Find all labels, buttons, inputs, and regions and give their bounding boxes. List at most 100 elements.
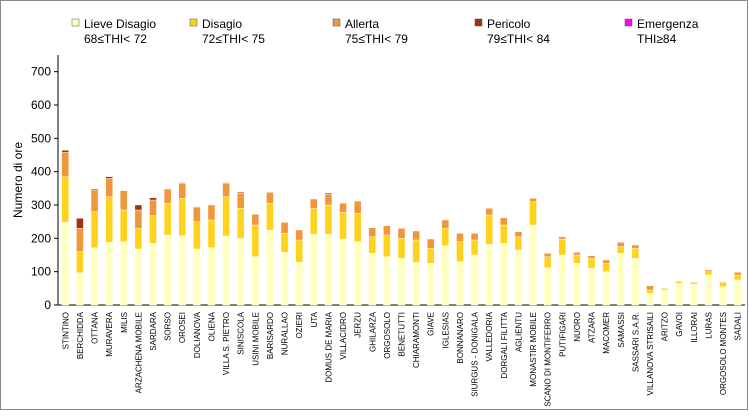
- bar-segment: [719, 281, 727, 283]
- bar-segment: [500, 243, 508, 306]
- y-axis-title: Numero di ore: [11, 142, 25, 218]
- bar-segment: [514, 236, 523, 251]
- bar-segment: [237, 208, 245, 239]
- bar-segment: [587, 268, 596, 306]
- bar-segment: [76, 228, 84, 252]
- bar-segment: [646, 293, 654, 306]
- bar-segment: [573, 252, 581, 256]
- x-tick-label: MURAVERA: [105, 311, 114, 356]
- legend-range: 79≤THI< 84: [487, 32, 550, 46]
- bar-segment: [149, 197, 157, 201]
- bar-segment: [324, 234, 333, 306]
- bar-segment: [675, 280, 683, 282]
- bar-segment: [353, 241, 362, 306]
- bar-segment: [456, 261, 464, 306]
- bar-segment: [704, 269, 713, 272]
- bar-segment: [178, 183, 186, 199]
- x-tick-label: BENETUTTI: [398, 312, 407, 356]
- bar-segment: [310, 208, 318, 235]
- bar-segment: [61, 176, 70, 223]
- bar-segment: [543, 253, 552, 257]
- y-tick-label: 500: [31, 131, 51, 145]
- bar-segment: [76, 218, 84, 229]
- bar-segment: [149, 215, 157, 244]
- bar-segment: [368, 227, 376, 237]
- x-tick-label: NUORO: [573, 312, 582, 342]
- bar-segment: [90, 211, 99, 248]
- x-tick-label: DOLIANOVA: [193, 311, 202, 358]
- bar-segment: [427, 263, 435, 306]
- y-tick-label: 0: [44, 298, 51, 312]
- legend-label: Emergenza: [637, 17, 699, 31]
- bar-segment: [193, 221, 201, 250]
- x-tick-label: ORGOSOLO MONTES: [719, 312, 728, 395]
- x-tick-label: SAMASSI: [617, 312, 626, 348]
- bar-segment: [675, 281, 683, 284]
- bar-segment: [383, 234, 391, 257]
- bar-segment: [733, 274, 742, 281]
- bar-segment: [207, 219, 216, 248]
- bar-segment: [587, 258, 596, 269]
- x-tick-label: AGLIENTU: [514, 312, 523, 352]
- bar-segment: [412, 262, 420, 306]
- bar-segment: [397, 258, 406, 306]
- bar-segment: [222, 235, 230, 306]
- bar-segment: [353, 200, 362, 202]
- bar-segment: [631, 244, 640, 249]
- bar-segment: [733, 279, 742, 306]
- legend-label: Disagio: [202, 17, 242, 31]
- bar-segment: [441, 228, 450, 246]
- bar-segment: [324, 204, 333, 235]
- bar-segment: [558, 238, 566, 256]
- bar-segment: [646, 289, 654, 294]
- bar-segment: [193, 207, 201, 222]
- bar-segment: [178, 235, 186, 306]
- bar-segment: [397, 228, 406, 239]
- bar-segment: [237, 192, 245, 194]
- bar-segment: [353, 201, 362, 214]
- bar-segment: [690, 284, 698, 306]
- bar-segment: [500, 217, 508, 226]
- bar-segment: [105, 178, 113, 197]
- bar-segment: [163, 203, 172, 236]
- y-tick-label: 100: [31, 265, 51, 279]
- y-tick-label: 700: [31, 65, 51, 79]
- bar-segment: [178, 198, 186, 236]
- y-tick-label: 200: [31, 231, 51, 245]
- bar-segment: [324, 193, 333, 206]
- x-tick-label: JERZU: [354, 312, 363, 338]
- bar-segment: [412, 239, 420, 263]
- bar-segment: [602, 263, 610, 272]
- x-tick-label: ARITZO: [661, 312, 670, 341]
- bar-segment: [149, 199, 157, 216]
- bar-segment: [617, 253, 625, 306]
- bar-segment: [660, 289, 669, 306]
- bar-segment: [543, 267, 552, 306]
- bar-segment: [602, 259, 610, 264]
- x-tick-label: GAVOI: [675, 312, 684, 337]
- x-tick-label: MACOMER: [602, 312, 611, 354]
- x-tick-label: SASSARI S.A.R.: [631, 312, 640, 372]
- bar-segment: [105, 176, 113, 179]
- bar-segment: [339, 238, 347, 306]
- bar-segment: [631, 258, 640, 306]
- bar-segment: [207, 247, 216, 306]
- bar-segment: [529, 201, 537, 226]
- y-tick-label: 600: [31, 98, 51, 112]
- bar-segment: [134, 204, 143, 211]
- bar-segment: [105, 196, 113, 243]
- bar-segment: [222, 183, 230, 197]
- bar-segment: [368, 253, 376, 306]
- bar-segment: [324, 192, 333, 195]
- bar-segment: [383, 225, 391, 236]
- bar-segment: [719, 282, 727, 287]
- bar-segment: [90, 247, 99, 306]
- bar-segment: [456, 241, 464, 262]
- bar-segment: [485, 208, 493, 216]
- bar-segment: [587, 255, 596, 259]
- x-tick-label: DOMUS DE MARIA: [324, 311, 333, 382]
- x-tick-label: DORGALI FILITTA: [500, 311, 509, 378]
- x-tick-label: BONNANARO: [456, 312, 465, 364]
- bar-segment: [266, 203, 274, 231]
- bar-segment: [251, 224, 260, 257]
